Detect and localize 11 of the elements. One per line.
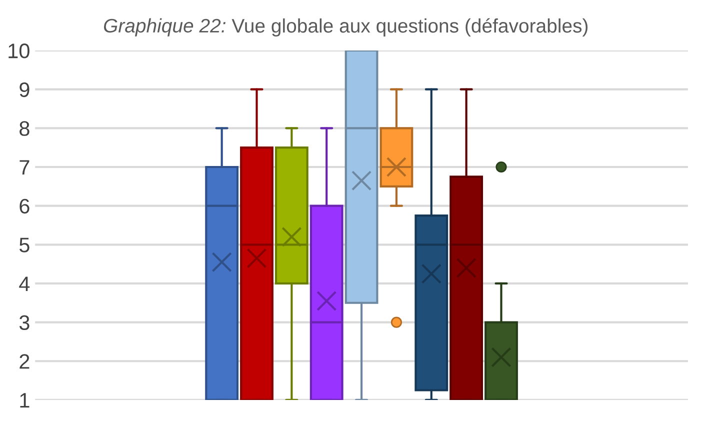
y-tick-label: 10 [8,44,30,58]
chart-title: Graphique 22: Vue globale aux questions (défavorables) [104,18,588,37]
y-tick-label: 3 [19,315,30,330]
y-tick-label: 1 [20,393,30,408]
y-tick-label: 4 [19,276,30,292]
y-tick-label: 8 [20,121,30,136]
y-tick-label: 5 [19,238,30,252]
y-tick-label: 6 [20,198,30,214]
y-tick-label: 7 [20,160,30,175]
y-tick-label: 9 [20,82,30,98]
y-tick-label: 2 [20,354,30,369]
